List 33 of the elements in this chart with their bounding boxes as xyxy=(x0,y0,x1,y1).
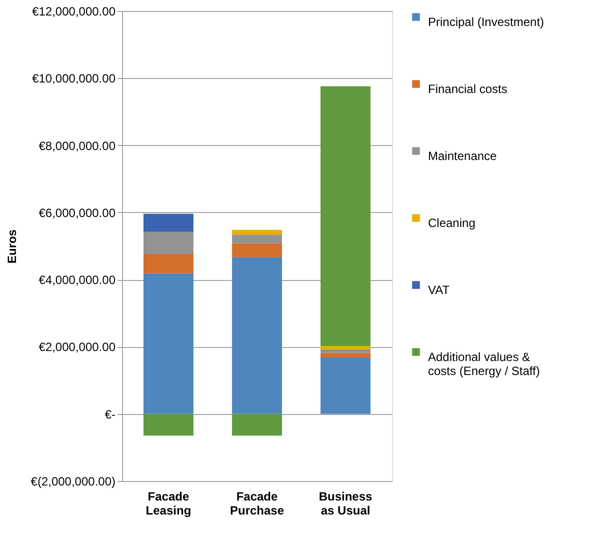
y-axis-title: Euros xyxy=(4,229,19,264)
y-tick-label: €2,000,000.00 xyxy=(38,340,116,354)
y-tick-label: €6,000,000.00 xyxy=(38,206,116,220)
bar xyxy=(143,232,194,254)
y-tick-label: €8,000,000.00 xyxy=(38,138,116,153)
bar xyxy=(143,214,194,232)
y-tick-label: €4,000,000.00 xyxy=(38,273,116,288)
bar xyxy=(320,352,371,358)
legend-label: Financial costs xyxy=(428,82,508,96)
bar xyxy=(320,86,371,346)
legend-label: Additional values & costs (Energy / Staff) xyxy=(428,350,540,378)
x-tick-label: Facade Leasing xyxy=(146,490,192,518)
bar xyxy=(143,273,194,414)
y-tick-label: €12,000,000.00 xyxy=(32,4,116,18)
y-tick-label: €- xyxy=(104,407,116,422)
legend-label: Principal (Investment) xyxy=(428,15,544,29)
y-tick-label: €10,000,000.00 xyxy=(32,72,116,86)
bar xyxy=(232,234,282,244)
x-tick-label: Facade Purchase xyxy=(230,490,284,518)
bar xyxy=(232,243,282,258)
bar xyxy=(320,349,371,353)
legend-label: Maintenance xyxy=(428,149,498,163)
bar xyxy=(320,346,371,350)
bar xyxy=(232,230,282,235)
legend-label: Cleaning xyxy=(428,216,476,230)
bar xyxy=(232,414,282,436)
bar xyxy=(143,254,194,274)
y-tick-label: €(2,000,000.00) xyxy=(30,474,116,488)
bar xyxy=(232,257,282,414)
bar xyxy=(143,414,194,436)
legend-label: VAT xyxy=(428,283,450,297)
x-tick-label: Business as Usual xyxy=(318,490,373,518)
bar xyxy=(320,357,371,414)
